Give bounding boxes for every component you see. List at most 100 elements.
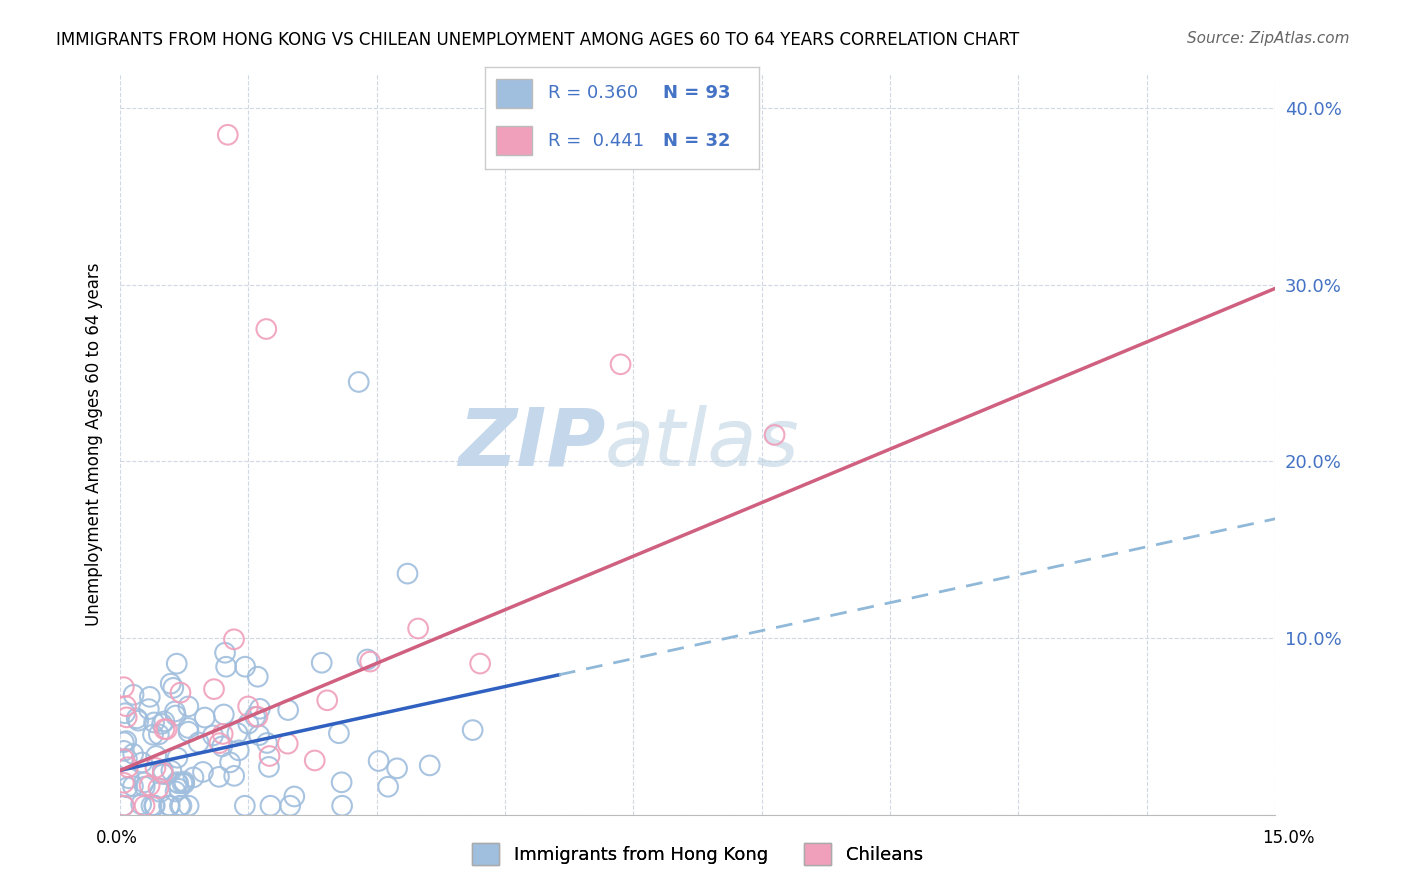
Point (166, 750, 188, 764)
Point (246, 709, 269, 723)
Point (224, 769, 246, 783)
Point (177, 798, 200, 813)
Point (112, 798, 135, 813)
Text: ZIP: ZIP (458, 405, 605, 483)
Text: atlas: atlas (605, 405, 800, 483)
Point (316, 693, 339, 707)
FancyBboxPatch shape (496, 127, 531, 155)
Point (249, 702, 271, 716)
Point (153, 722, 176, 736)
Point (222, 632, 245, 647)
Point (172, 776, 194, 790)
Point (153, 714, 176, 729)
Point (141, 798, 163, 813)
Point (112, 744, 135, 758)
Point (134, 780, 156, 794)
Text: R = 0.360: R = 0.360 (548, 84, 638, 102)
Point (134, 775, 156, 789)
Point (208, 736, 231, 750)
Point (406, 622, 429, 636)
Point (228, 743, 250, 757)
Text: N = 32: N = 32 (664, 132, 731, 150)
Point (238, 716, 260, 731)
Point (202, 682, 225, 697)
Point (356, 652, 378, 666)
Point (259, 749, 281, 764)
Point (277, 703, 299, 717)
Point (183, 770, 205, 784)
Y-axis label: Unemployment Among Ages 60 to 64 years: Unemployment Among Ages 60 to 64 years (86, 262, 103, 625)
Point (173, 776, 195, 790)
Point (256, 736, 278, 750)
Point (112, 776, 135, 790)
Point (245, 710, 267, 724)
Point (468, 657, 491, 671)
Point (233, 659, 256, 673)
Point (359, 655, 381, 669)
Point (163, 705, 186, 719)
Point (257, 760, 280, 774)
Point (278, 798, 301, 813)
Point (115, 752, 138, 766)
Point (191, 764, 214, 779)
Text: Source: ZipAtlas.com: Source: ZipAtlas.com (1187, 31, 1350, 46)
Point (112, 798, 135, 813)
Point (173, 774, 195, 789)
Point (166, 657, 188, 671)
Point (156, 723, 179, 737)
Point (131, 756, 153, 770)
Point (122, 688, 145, 702)
Point (125, 711, 148, 725)
Point (149, 785, 172, 799)
Point (214, 646, 236, 660)
Point (129, 797, 152, 812)
Point (226, 726, 249, 740)
Point (211, 739, 233, 754)
Point (254, 322, 277, 336)
Point (115, 699, 138, 714)
Point (169, 685, 191, 699)
Point (117, 780, 139, 795)
Point (201, 729, 224, 743)
Point (304, 754, 326, 768)
Point (219, 756, 242, 770)
Point (259, 798, 281, 813)
Point (377, 780, 399, 794)
Point (385, 761, 408, 775)
Point (211, 727, 233, 741)
Point (143, 715, 166, 730)
Point (165, 708, 187, 723)
Point (127, 714, 149, 728)
Point (177, 724, 200, 739)
Point (122, 747, 145, 761)
Point (148, 780, 170, 795)
Point (165, 784, 187, 798)
Point (328, 726, 350, 740)
Point (112, 680, 135, 694)
Point (118, 772, 141, 786)
Point (330, 798, 353, 813)
Point (187, 735, 209, 749)
Point (419, 758, 441, 772)
Point (167, 776, 190, 790)
Point (152, 763, 174, 777)
Point (170, 798, 193, 813)
Point (177, 721, 200, 735)
Point (143, 798, 166, 813)
Point (112, 752, 135, 766)
Point (145, 761, 167, 775)
Point (166, 775, 188, 789)
Legend: Immigrants from Hong Kong, Chileans: Immigrants from Hong Kong, Chileans (465, 836, 929, 872)
Point (233, 798, 256, 813)
Point (112, 735, 135, 749)
Point (150, 716, 173, 731)
Point (152, 765, 174, 780)
Point (162, 681, 184, 695)
Point (134, 798, 156, 813)
Point (115, 734, 138, 748)
Point (115, 710, 138, 724)
Point (215, 659, 238, 673)
Point (143, 798, 166, 813)
Point (396, 566, 419, 581)
Point (247, 728, 270, 742)
